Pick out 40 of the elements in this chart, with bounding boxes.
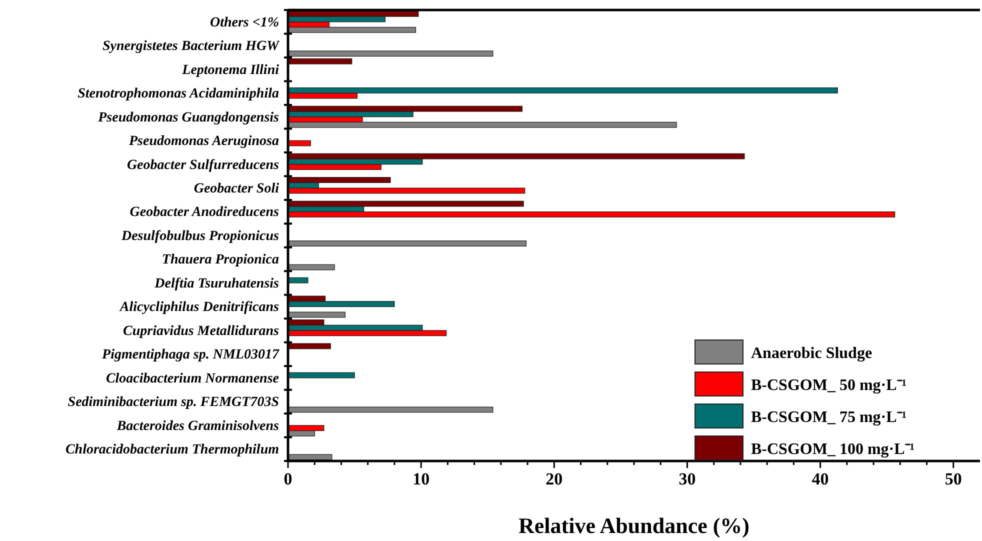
y-tick-label: Delftia Tsuruhatensis <box>154 276 280 292</box>
y-tick-label: Pseudomonas Guangdongensis <box>98 110 280 126</box>
y-tick-label: Geobacter Sulfurreducens <box>126 158 280 173</box>
y-tick-label: Bacteroides Graminisolvens <box>116 418 280 434</box>
bar <box>288 240 527 246</box>
y-tick-label: Desulfobulbus Propionicus <box>120 228 280 244</box>
y-tick-label: Alicycliphilus Denitrificans <box>118 300 280 316</box>
x-axis-title: Relative Abundance (%) <box>518 513 750 538</box>
bar <box>288 277 308 284</box>
y-tick-label: Chloracidobacterium Thermophilum <box>65 442 280 458</box>
y-tick-label: Geobacter Soli <box>194 182 280 197</box>
legend-label: B-CSGOM_ 75 mg·L⁻¹ <box>751 409 907 426</box>
bar <box>288 58 352 64</box>
bar <box>288 50 494 57</box>
legend-label: B-CSGOM_ 50 mg·L⁻¹ <box>751 377 907 394</box>
y-tick-label: Synergistetes Bacterium HGW <box>102 39 281 54</box>
bar <box>288 343 331 350</box>
y-tick-label: Thauera Propionica <box>162 252 279 268</box>
bar <box>288 140 311 146</box>
x-tick-label: 40 <box>812 469 829 488</box>
x-tick-label: 30 <box>678 469 696 488</box>
legend-label: B-CSGOM_ 100 mg·L⁻¹ <box>751 441 915 458</box>
bar <box>288 312 346 318</box>
bar <box>288 372 355 378</box>
y-tick-label: Pseudomonas Aeruginosa <box>128 134 279 150</box>
y-tick-label: Pigmentiphaga sp. NML03017 <box>102 348 280 363</box>
y-tick-label: Sediminibacterium sp. FEMGT703S <box>68 395 280 410</box>
y-tick-label: Stenotrophomonas Acidaminiphila <box>78 86 279 102</box>
bar <box>288 406 494 413</box>
y-tick-label: Cloacibacterium Normanense <box>106 371 279 386</box>
y-tick-label: Leptonema Illini <box>181 62 280 78</box>
x-tick-label: 20 <box>546 469 563 488</box>
y-tick-label: Others <1% <box>210 15 279 30</box>
x-tick-label: 50 <box>944 469 962 488</box>
y-tick-label: Cupriavidus Metallidurans <box>123 324 280 339</box>
y-tick-label: Geobacter Anodireducens <box>130 205 280 220</box>
legend-label: Anaerobic Sludge <box>751 345 872 362</box>
bar <box>288 454 332 460</box>
x-tick-label: 10 <box>412 469 430 488</box>
x-tick-label: 0 <box>284 469 292 488</box>
